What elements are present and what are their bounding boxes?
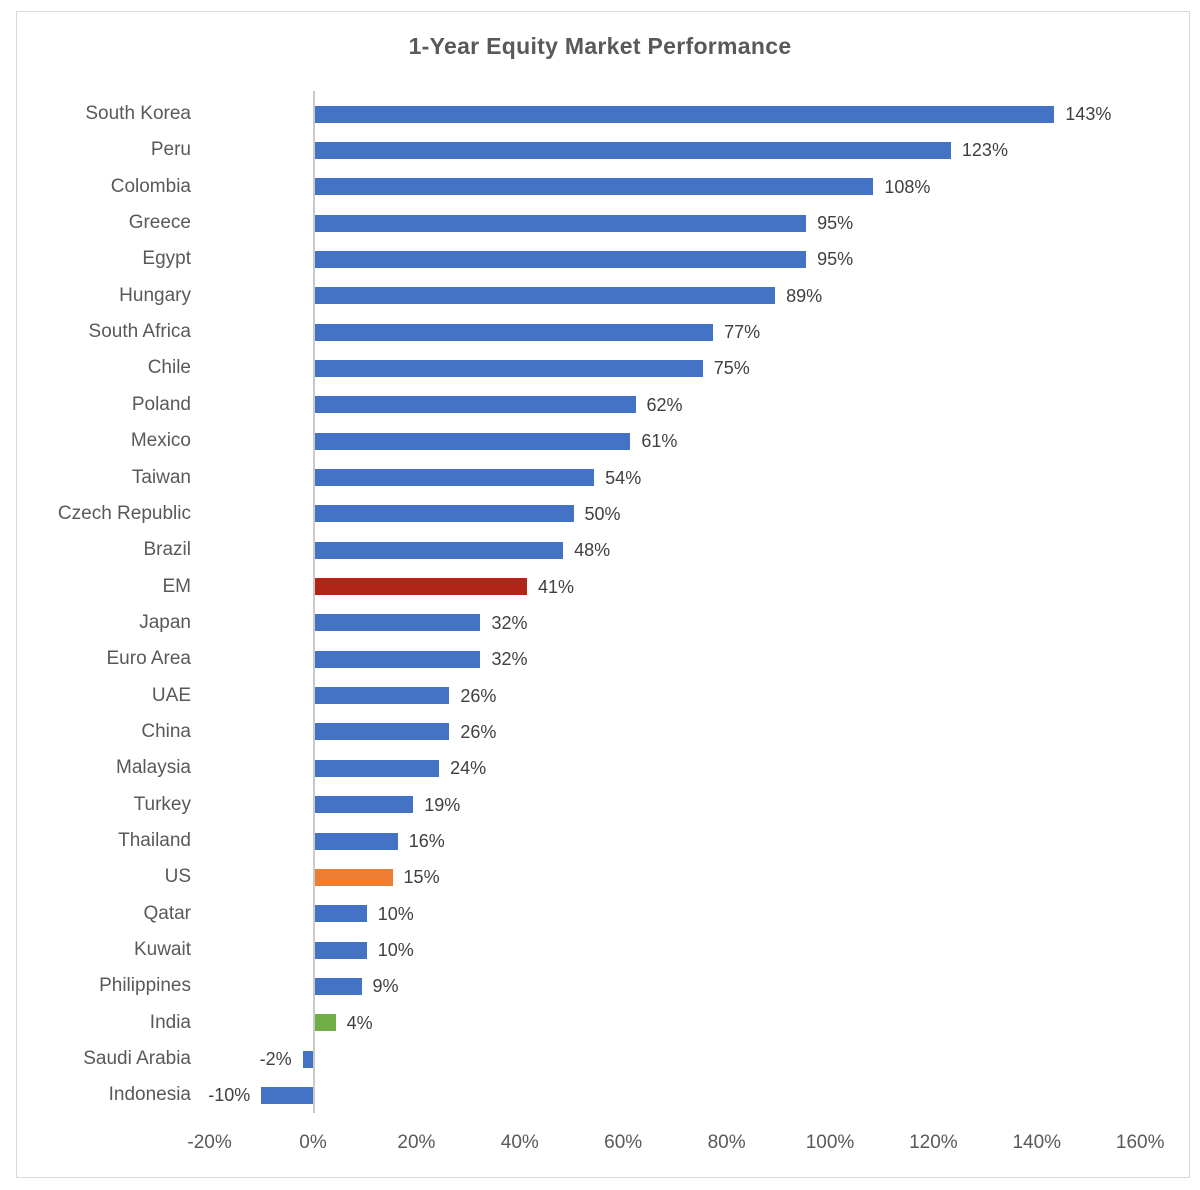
bar [315, 868, 393, 886]
bar [315, 832, 398, 850]
chart-title: 1-Year Equity Market Performance [408, 33, 792, 59]
value-label: 24% [450, 758, 487, 779]
category-label: Chile [147, 357, 191, 379]
bar [315, 687, 450, 705]
bar [315, 178, 874, 196]
bar [315, 250, 807, 268]
category-label: Thailand [118, 830, 191, 851]
x-axis-tick-label: 20% [397, 1132, 436, 1153]
bar [315, 723, 450, 741]
value-label: 19% [424, 794, 461, 815]
value-label: 9% [372, 976, 399, 997]
bar [315, 469, 595, 486]
bar [261, 1086, 313, 1104]
value-label: 48% [574, 540, 611, 561]
value-label: 123% [961, 140, 1008, 161]
bar [315, 323, 714, 341]
category-label: Philippines [99, 975, 191, 997]
bar [315, 105, 1055, 123]
category-label: Taiwan [131, 466, 191, 488]
bar [315, 650, 481, 668]
category-label: UAE [151, 684, 191, 706]
bar [315, 214, 807, 232]
bar [315, 796, 414, 814]
x-axis-tick-label: 160% [1115, 1132, 1165, 1153]
category-label: India [149, 1011, 191, 1033]
category-label: Peru [150, 139, 191, 161]
value-label: 54% [605, 467, 642, 488]
bar [302, 1050, 313, 1068]
category-label: China [141, 720, 191, 742]
bar [315, 396, 636, 414]
category-label: US [164, 866, 191, 888]
value-label: 32% [491, 649, 528, 670]
category-label: Qatar [143, 902, 191, 924]
value-label: 89% [786, 285, 823, 306]
category-label: Saudi Arabia [83, 1048, 191, 1070]
value-label: 16% [408, 831, 445, 851]
bar [315, 541, 564, 559]
bar [315, 905, 367, 923]
bar [315, 759, 440, 777]
x-axis-tick-label: -20% [187, 1132, 232, 1153]
value-label: 77% [724, 322, 761, 343]
value-label: 26% [460, 685, 497, 706]
bar [315, 614, 481, 632]
value-label: 143% [1065, 104, 1112, 124]
category-label: Brazil [143, 539, 191, 561]
zero-axis-line [313, 91, 315, 1113]
bar [315, 977, 362, 995]
bar [315, 1014, 336, 1032]
category-label: Greece [128, 212, 191, 234]
value-label: 95% [817, 213, 854, 234]
bar [315, 359, 703, 377]
category-label: Mexico [130, 430, 191, 452]
value-label: 10% [377, 903, 414, 924]
category-label: South Korea [85, 103, 191, 124]
category-label: Euro Area [106, 648, 192, 670]
category-label: Turkey [133, 793, 191, 815]
bar [315, 432, 631, 450]
value-label: -10% [208, 1085, 251, 1106]
category-label: Poland [131, 393, 191, 415]
bar [315, 141, 951, 159]
value-label: 32% [491, 612, 528, 633]
x-axis-tick-label: 40% [500, 1132, 539, 1153]
category-label: Indonesia [108, 1084, 191, 1106]
value-label: 10% [377, 940, 414, 961]
value-label: 75% [713, 358, 750, 379]
bar [315, 287, 776, 305]
category-label: Kuwait [133, 939, 191, 961]
x-axis-tick-label: 80% [707, 1132, 746, 1153]
x-axis-tick-label: 60% [604, 1132, 643, 1153]
category-label: Hungary [119, 284, 191, 306]
x-axis-tick-label: 100% [805, 1132, 855, 1153]
category-label: South Africa [88, 321, 191, 343]
category-label: Czech Republic [57, 502, 191, 524]
bar [315, 941, 367, 959]
bar [315, 578, 527, 596]
chart-frame [16, 11, 1190, 1178]
category-label: EM [162, 575, 192, 597]
value-label: 41% [537, 576, 574, 597]
x-axis-tick-label: 0% [299, 1132, 327, 1153]
value-label: 26% [460, 721, 497, 742]
value-label: 95% [817, 249, 854, 270]
category-label: Colombia [110, 175, 191, 197]
value-label: 4% [346, 1012, 373, 1033]
value-label: 15% [403, 867, 440, 888]
value-label: 50% [584, 503, 621, 524]
value-label: 108% [884, 176, 931, 197]
category-label: Malaysia [116, 757, 191, 779]
category-label: Egypt [142, 248, 191, 270]
value-label: 62% [646, 394, 683, 415]
value-label: -2% [259, 1049, 292, 1070]
x-axis-tick-label: 120% [909, 1132, 958, 1153]
bar [315, 505, 574, 523]
category-label: Japan [139, 611, 191, 633]
value-label: 61% [641, 431, 678, 452]
x-axis-tick-label: 140% [1012, 1132, 1062, 1153]
